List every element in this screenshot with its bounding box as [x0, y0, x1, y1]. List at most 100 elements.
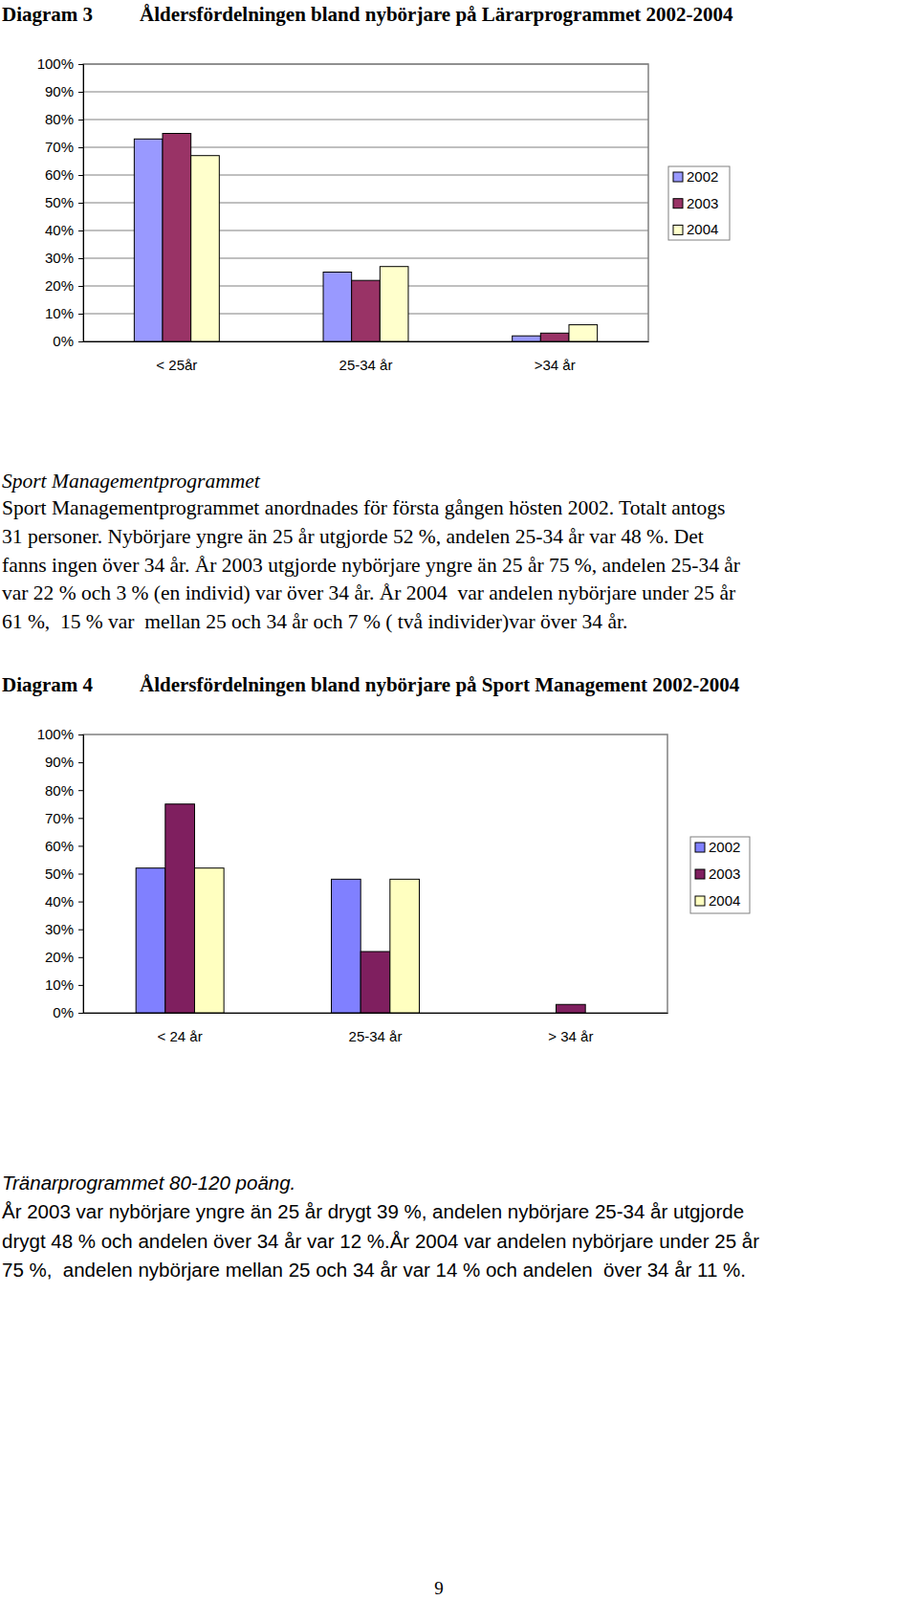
y-tick-label: 30% [44, 920, 74, 938]
x-tick: < 25år [155, 356, 197, 373]
y-tick: 60% [44, 837, 84, 854]
bars [133, 133, 597, 343]
bar [568, 325, 598, 342]
y-tick-mark [78, 174, 84, 176]
plot-area [83, 734, 668, 1013]
legend-label: 2004 [708, 892, 741, 909]
y-tick: 10% [44, 976, 84, 993]
x-tick: < 24 år [157, 1027, 203, 1045]
legend-box [668, 166, 730, 241]
page-number: 9 [434, 1577, 444, 1598]
y-tick-label: 30% [44, 249, 74, 266]
y-tick-mark [78, 734, 84, 736]
y-tick: 60% [44, 166, 84, 183]
y-tick-label: 0% [52, 1004, 74, 1021]
bar [133, 138, 163, 342]
y-tick: 40% [44, 221, 84, 239]
y-tick-mark [78, 258, 84, 260]
y-tick-label: 10% [44, 976, 74, 993]
bar [331, 878, 362, 1013]
y-tick-mark [78, 202, 84, 204]
legend-swatch [673, 224, 683, 235]
paragraph-line: Sport Managementprogrammet anordnades fö… [1, 496, 725, 520]
section-heading: Tränarprogrammet 80-120 poäng. [1, 1171, 296, 1194]
legend-swatch [695, 842, 705, 853]
y-tick: 70% [44, 138, 84, 155]
y-tick-mark [78, 147, 84, 149]
chart-title: Åldersfördelningen bland nybörjare på Lä… [139, 2, 734, 26]
y-tick-mark [78, 929, 84, 931]
y-tick: 40% [44, 893, 84, 910]
y-tick-label: 60% [44, 166, 74, 183]
bar [585, 1012, 615, 1014]
bar [194, 868, 224, 1013]
bar [191, 155, 220, 342]
y-tick: 80% [44, 782, 84, 799]
grid-line [83, 119, 649, 121]
x-tick-label: 25-34 år [349, 1027, 403, 1045]
y-axis: 0%10%20%30%40%50%60%70%80%90%100% [37, 55, 85, 350]
bar [526, 1012, 557, 1014]
y-tick: 10% [44, 305, 84, 322]
bar [556, 1004, 587, 1013]
paragraph-line: var 22 % och 3 % (en individ) var över 3… [1, 581, 736, 605]
bar [390, 878, 420, 1013]
y-tick: 80% [44, 110, 84, 128]
legend-swatch [695, 896, 705, 906]
bar [360, 951, 391, 1013]
grid-line [83, 64, 649, 66]
y-tick-mark [78, 1012, 84, 1014]
x-axis: < 25år25-34 år>34 år [84, 342, 650, 373]
y-tick: 30% [44, 249, 84, 266]
y-axis: 0% 10% 20% 30% 40% 50% 60% 70% 80% 90% 100% [37, 725, 85, 1021]
x-axis-line [84, 341, 650, 343]
legend-swatch [673, 198, 683, 209]
chart: Diagram 3 Åldersfördelningen bland nybörj… [1, 2, 734, 373]
legend: 200220032004 [668, 166, 730, 241]
y-tick: 50% [44, 194, 84, 211]
paragraph-line: År 2003 var nybörjare yngre än 25 år dry… [1, 1200, 744, 1223]
y-tick-label: 90% [44, 753, 74, 770]
y-tick: 0% [52, 1004, 84, 1021]
y-tick-label: 100% [37, 55, 74, 72]
y-tick-label: 50% [44, 865, 74, 882]
y-tick-label: 80% [44, 110, 74, 128]
x-tick: 25-34 år [339, 356, 394, 373]
legend-box [690, 836, 750, 914]
y-tick: 30% [44, 920, 84, 938]
y-tick-label: 20% [44, 948, 74, 965]
y-tick: 20% [44, 948, 84, 965]
bar [135, 868, 166, 1013]
y-tick: 0% [52, 332, 84, 350]
y-tick-mark [78, 901, 84, 903]
y-tick-mark [78, 817, 84, 819]
y-tick-label: 40% [44, 221, 74, 239]
section: Tränarprogrammet 80-120 poäng. År 2003 va… [1, 1171, 760, 1281]
y-tick: 100% [37, 725, 84, 743]
paragraph-line: 61 %, 15 % var mellan 25 och 34 år och 7… [1, 610, 628, 634]
y-tick-label: 60% [44, 837, 74, 854]
x-tick-label: 25-34 år [339, 356, 394, 373]
y-tick-label: 50% [44, 194, 74, 211]
y-axis-line [78, 65, 85, 343]
x-axis: < 24 år25-34 år> 34 år [84, 1013, 669, 1045]
y-tick-mark [78, 957, 84, 959]
y-tick-label: 70% [44, 809, 74, 827]
bar [162, 133, 192, 343]
y-tick-label: 70% [44, 138, 74, 155]
y-tick-mark [78, 874, 84, 875]
bar [379, 266, 409, 342]
y-tick-mark [78, 984, 84, 986]
y-tick: 20% [44, 277, 84, 294]
bar [165, 804, 196, 1013]
bar [512, 335, 542, 342]
diagram-number: Diagram 4 [1, 673, 94, 697]
legend-label: 2003 [686, 195, 719, 212]
y-tick-label: 10% [44, 305, 74, 322]
y-tick: 70% [44, 809, 84, 827]
diagram-number: Diagram 3 [1, 2, 93, 26]
section: Sport ManagementprogrammetSport Manageme… [1, 469, 741, 634]
y-tick-mark [78, 119, 84, 121]
x-axis-line [84, 1012, 669, 1014]
legend-label: 2002 [686, 168, 719, 185]
